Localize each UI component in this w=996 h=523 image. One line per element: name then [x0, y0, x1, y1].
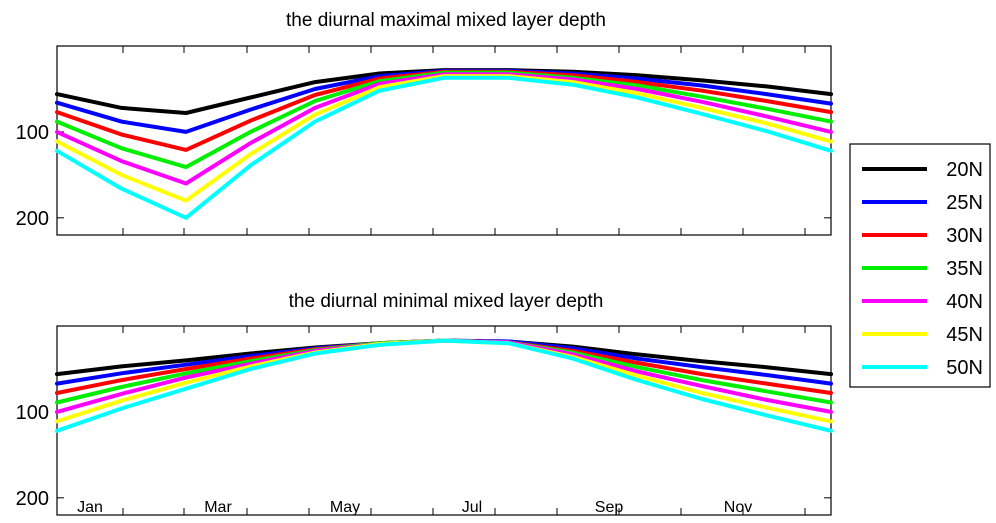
- legend-box: [849, 143, 991, 388]
- x-tick-labels-minimal: Jan Mar May Jul Sep Nov: [77, 499, 752, 516]
- plot-area-minimal: [56, 325, 832, 516]
- series-line-50n: [55, 338, 833, 433]
- x-tick-label-jul: Jul: [462, 499, 482, 516]
- legend-label-20n: 20N: [946, 159, 983, 181]
- y-tick-label-200: 200: [16, 208, 49, 230]
- panel-title-maximal: the diurnal maximal mixed layer depth: [286, 10, 606, 31]
- panel-minimal-depth: the diurnal minimal mixed layer depth 10…: [16, 291, 833, 516]
- series-line-50n: [55, 75, 833, 220]
- y-tick-label-100: 100: [16, 402, 49, 424]
- y-tick-label-100: 100: [16, 122, 49, 144]
- y-tick-labels-maximal: 100 200: [16, 122, 49, 230]
- legend: 20N 25N 30N 35N 40N 45N 50N: [849, 143, 991, 388]
- y-tick-labels-minimal: 100 200: [16, 402, 49, 510]
- legend-label-30n: 30N: [946, 225, 983, 247]
- legend-label-50n: 50N: [946, 357, 983, 379]
- y-tick-label-200: 200: [16, 488, 49, 510]
- series-lines-minimal: [55, 338, 833, 433]
- x-tick-label-jan: Jan: [77, 499, 103, 516]
- legend-items: 20N 25N 30N 35N 40N 45N 50N: [862, 159, 983, 379]
- series-lines-maximal: [55, 68, 833, 220]
- x-tick-label-mar: Mar: [204, 499, 232, 516]
- legend-label-25n: 25N: [946, 192, 983, 214]
- legend-label-45n: 45N: [946, 324, 983, 346]
- legend-label-40n: 40N: [946, 291, 983, 313]
- x-tick-label-sep: Sep: [595, 499, 624, 516]
- x-tick-label-nov: Nov: [724, 499, 752, 516]
- panel-maximal-depth: the diurnal maximal mixed layer depth 10…: [16, 10, 833, 236]
- panel-title-minimal: the diurnal minimal mixed layer depth: [289, 291, 604, 312]
- x-tick-label-may: May: [330, 499, 360, 516]
- legend-label-35n: 35N: [946, 258, 983, 280]
